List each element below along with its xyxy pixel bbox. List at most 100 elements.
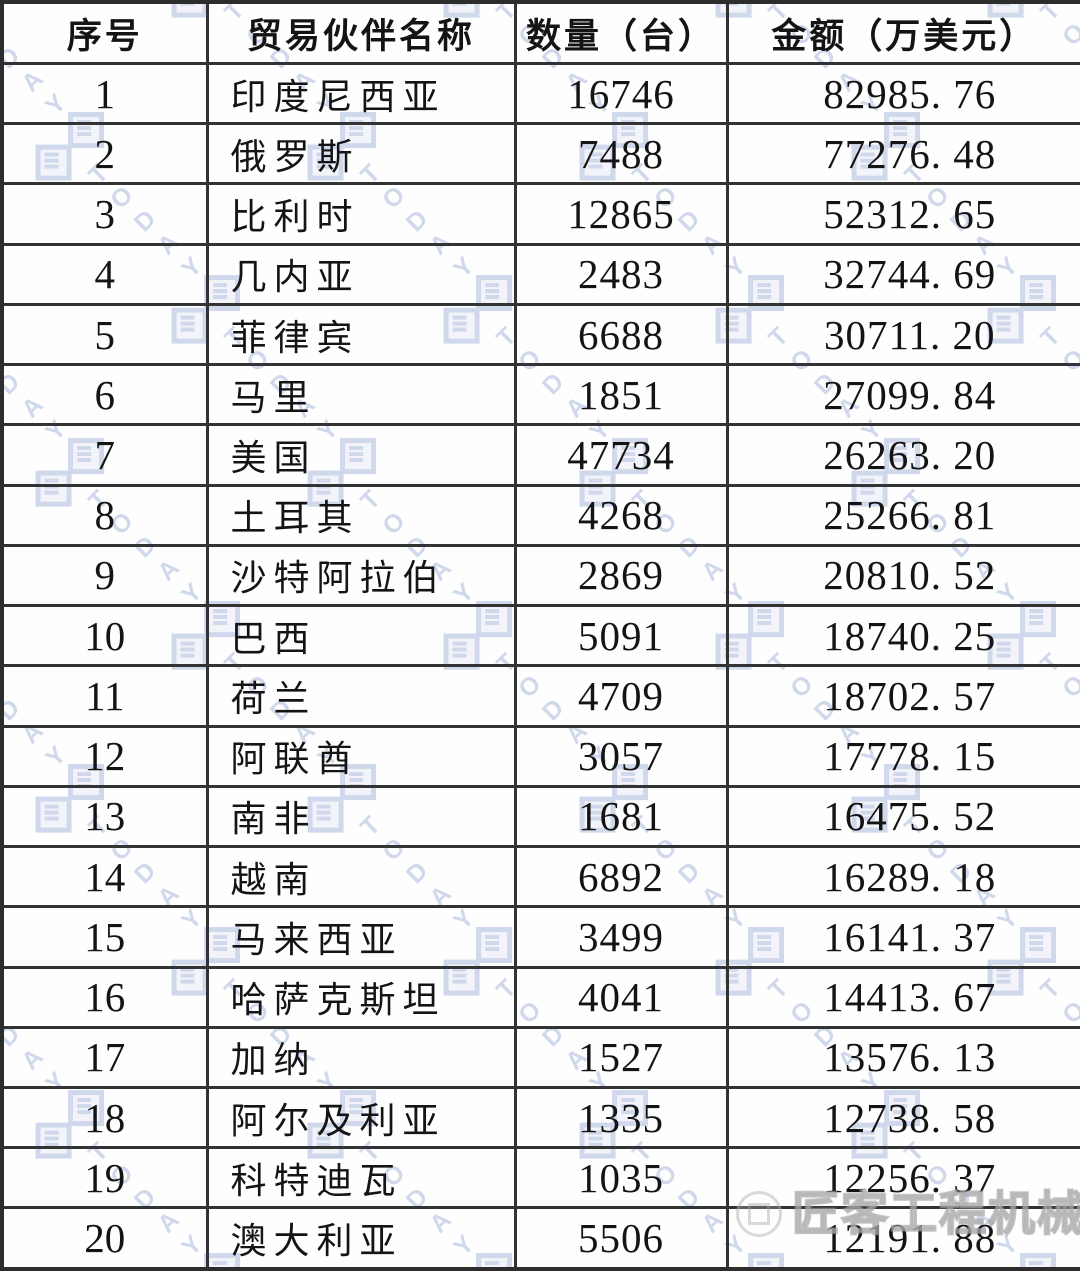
cell-partner-name: 沙特阿拉伯 <box>205 543 517 608</box>
cell-quantity: 1335 <box>513 1085 729 1150</box>
cell-rank: 19 <box>0 1146 209 1210</box>
table-row: 11 荷兰 4709 18702. 57 <box>0 664 1080 728</box>
cell-amount: 52312. 65 <box>725 182 1080 246</box>
cell-amount: 12191. 88 <box>725 1206 1080 1271</box>
cell-rank: 9 <box>0 543 209 608</box>
cell-quantity: 3057 <box>513 724 729 788</box>
cell-quantity: 7488 <box>513 122 729 186</box>
cell-rank: 16 <box>0 965 209 1029</box>
cell-quantity: 47734 <box>513 423 729 487</box>
cell-quantity: 2483 <box>513 242 729 306</box>
cell-partner-name: 荷兰 <box>205 664 517 728</box>
cell-partner-name: 几内亚 <box>205 242 517 306</box>
cell-rank: 17 <box>0 1025 209 1089</box>
cell-amount: 13576. 13 <box>725 1025 1080 1089</box>
cell-rank: 10 <box>0 604 209 668</box>
table-row: 10 巴西 5091 18740. 25 <box>0 604 1080 668</box>
cell-quantity: 16746 <box>513 61 729 126</box>
cell-partner-name: 哈萨克斯坦 <box>205 965 517 1029</box>
column-header-amount: 金额（万美元） <box>725 0 1080 65</box>
cell-quantity: 5091 <box>513 604 729 668</box>
cell-quantity: 4709 <box>513 664 729 728</box>
cell-amount: 17778. 15 <box>725 724 1080 788</box>
cell-rank: 11 <box>0 664 209 728</box>
cell-amount: 12738. 58 <box>725 1085 1080 1150</box>
cell-amount: 14413. 67 <box>725 965 1080 1029</box>
cell-rank: 8 <box>0 483 209 547</box>
cell-amount: 16475. 52 <box>725 784 1080 849</box>
table-row: 20 澳大利亚 5506 12191. 88 <box>0 1206 1080 1271</box>
cell-rank: 4 <box>0 242 209 306</box>
cell-amount: 20810. 52 <box>725 543 1080 608</box>
cell-partner-name: 越南 <box>205 845 517 909</box>
cell-quantity: 6892 <box>513 845 729 909</box>
table-row: 12 阿联酋 3057 17778. 15 <box>0 724 1080 788</box>
cell-amount: 16141. 37 <box>725 905 1080 969</box>
cell-rank: 20 <box>0 1206 209 1271</box>
cell-partner-name: 阿尔及利亚 <box>205 1085 517 1150</box>
table-row: 14 越南 6892 16289. 18 <box>0 845 1080 909</box>
table-row: 15 马来西亚 3499 16141. 37 <box>0 905 1080 969</box>
column-header-quantity: 数量（台） <box>513 0 729 65</box>
cell-quantity: 1527 <box>513 1025 729 1089</box>
table-row: 2 俄罗斯 7488 77276. 48 <box>0 122 1080 186</box>
table-row: 13 南非 1681 16475. 52 <box>0 784 1080 849</box>
table-row: 8 土耳其 4268 25266. 81 <box>0 483 1080 547</box>
cell-partner-name: 澳大利亚 <box>205 1206 517 1271</box>
cell-amount: 12256. 37 <box>725 1146 1080 1210</box>
column-header-partner-name: 贸易伙伴名称 <box>205 0 517 65</box>
cell-rank: 7 <box>0 423 209 487</box>
cell-partner-name: 菲律宾 <box>205 302 517 367</box>
cell-amount: 18702. 57 <box>725 664 1080 728</box>
table-row: 4 几内亚 2483 32744. 69 <box>0 242 1080 306</box>
cell-partner-name: 科特迪瓦 <box>205 1146 517 1210</box>
cell-rank: 6 <box>0 363 209 427</box>
cell-quantity: 5506 <box>513 1206 729 1271</box>
cell-rank: 3 <box>0 182 209 246</box>
table-row: 17 加纳 1527 13576. 13 <box>0 1025 1080 1089</box>
cell-amount: 30711. 20 <box>725 302 1080 367</box>
table-row: 3 比利时 12865 52312. 65 <box>0 182 1080 246</box>
cell-partner-name: 加纳 <box>205 1025 517 1089</box>
cell-partner-name: 南非 <box>205 784 517 849</box>
cell-partner-name: 印度尼西亚 <box>205 61 517 126</box>
cell-amount: 25266. 81 <box>725 483 1080 547</box>
column-header-rank: 序号 <box>0 0 209 65</box>
cell-rank: 2 <box>0 122 209 186</box>
cell-partner-name: 阿联酋 <box>205 724 517 788</box>
cell-quantity: 1035 <box>513 1146 729 1210</box>
cell-rank: 13 <box>0 784 209 849</box>
cell-amount: 32744. 69 <box>725 242 1080 306</box>
cell-amount: 26263. 20 <box>725 423 1080 487</box>
table-row: 7 美国 47734 26263. 20 <box>0 423 1080 487</box>
cell-rank: 18 <box>0 1085 209 1150</box>
cell-amount: 77276. 48 <box>725 122 1080 186</box>
table-row: 1 印度尼西亚 16746 82985. 76 <box>0 61 1080 126</box>
cell-quantity: 6688 <box>513 302 729 367</box>
table-row: 9 沙特阿拉伯 2869 20810. 52 <box>0 543 1080 608</box>
cell-rank: 5 <box>0 302 209 367</box>
cell-amount: 16289. 18 <box>725 845 1080 909</box>
cell-rank: 15 <box>0 905 209 969</box>
cell-quantity: 4041 <box>513 965 729 1029</box>
cell-amount: 82985. 76 <box>725 61 1080 126</box>
cell-amount: 27099. 84 <box>725 363 1080 427</box>
table-row: 19 科特迪瓦 1035 12256. 37 <box>0 1146 1080 1210</box>
table-row: 16 哈萨克斯坦 4041 14413. 67 <box>0 965 1080 1029</box>
cell-quantity: 2869 <box>513 543 729 608</box>
cell-quantity: 4268 <box>513 483 729 547</box>
cell-partner-name: 马来西亚 <box>205 905 517 969</box>
cell-rank: 12 <box>0 724 209 788</box>
cell-partner-name: 俄罗斯 <box>205 122 517 186</box>
cell-rank: 1 <box>0 61 209 126</box>
cell-partner-name: 土耳其 <box>205 483 517 547</box>
cell-quantity: 3499 <box>513 905 729 969</box>
table-row: 6 马里 1851 27099. 84 <box>0 363 1080 427</box>
cell-amount: 18740. 25 <box>725 604 1080 668</box>
cell-quantity: 1851 <box>513 363 729 427</box>
cell-partner-name: 马里 <box>205 363 517 427</box>
table-row: 18 阿尔及利亚 1335 12738. 58 <box>0 1085 1080 1150</box>
cell-partner-name: 比利时 <box>205 182 517 246</box>
